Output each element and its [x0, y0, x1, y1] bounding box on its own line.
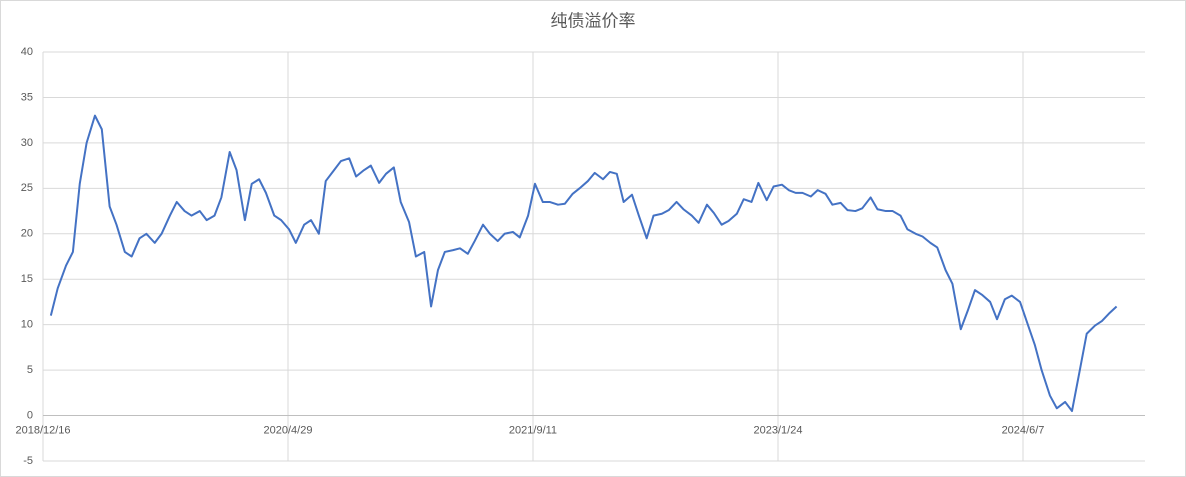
y-tick-label: -5	[23, 455, 33, 467]
y-tick-label: 10	[21, 319, 33, 331]
x-tick-label: 2020/4/29	[264, 424, 313, 436]
y-tick-label: 5	[27, 364, 33, 376]
y-tick-label: 25	[21, 182, 33, 194]
chart-title: 纯债溢价率	[551, 11, 636, 30]
y-tick-label: 35	[21, 91, 33, 103]
y-tick-label: 15	[21, 273, 33, 285]
x-tick-label: 2023/1/24	[754, 424, 803, 436]
y-tick-label: 0	[27, 409, 33, 421]
y-tick-label: 30	[21, 137, 33, 149]
y-tick-label: 20	[21, 228, 33, 240]
x-tick-label: 2018/12/16	[15, 424, 70, 436]
y-tick-label: 40	[21, 46, 33, 58]
data-line	[49, 114, 1118, 413]
x-tick-label: 2024/6/7	[1002, 424, 1045, 436]
x-tick-label: 2021/9/11	[509, 424, 557, 436]
